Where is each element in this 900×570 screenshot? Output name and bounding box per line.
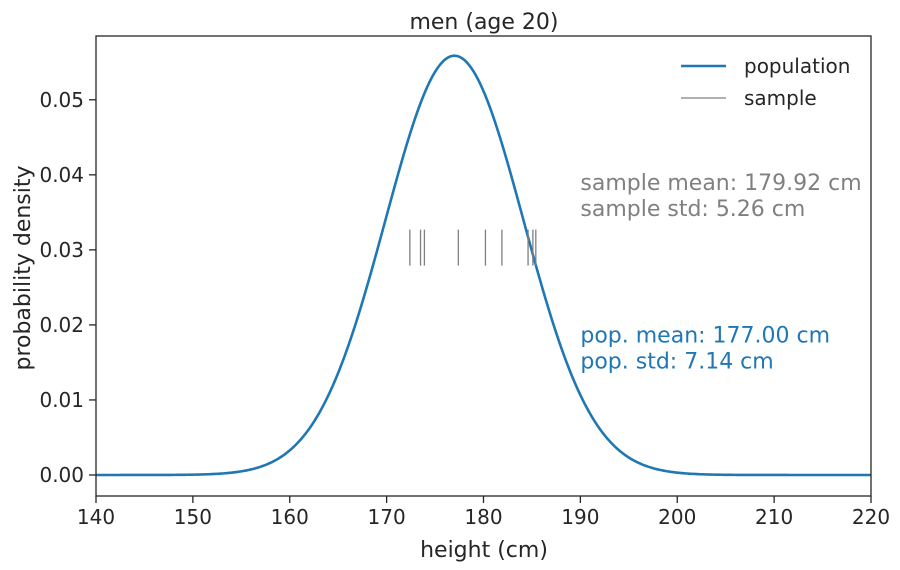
- x-tick-label: 200: [658, 505, 696, 529]
- x-tick-label: 220: [852, 505, 890, 529]
- x-tick-label: 160: [271, 505, 309, 529]
- legend-population-label: population: [744, 54, 850, 78]
- x-tick-label: 150: [174, 505, 212, 529]
- annotation-text: sample mean: 179.92 cm: [580, 171, 861, 196]
- y-tick-label: 0.03: [39, 238, 84, 262]
- annotation-text: pop. std: 7.14 cm: [580, 349, 773, 374]
- x-tick-label: 190: [561, 505, 599, 529]
- chart-title: men (age 20): [409, 10, 558, 35]
- y-axis-title: probability density: [11, 165, 36, 370]
- y-tick-label: 0.00: [39, 463, 84, 487]
- y-axis: 0.00 0.01 0.02 0.03 0.04 0.05: [39, 88, 96, 487]
- legend-sample-label: sample: [744, 86, 817, 110]
- annotation-text: sample std: 5.26 cm: [580, 197, 805, 222]
- population-curve: [96, 54, 871, 477]
- y-tick-label: 0.02: [39, 313, 84, 337]
- y-tick-label: 0.01: [39, 388, 84, 412]
- x-tick-label: 140: [77, 505, 115, 529]
- x-tick-label: 180: [464, 505, 502, 529]
- x-axis: 140 150 160 170 180 190 200 210 220: [77, 496, 890, 529]
- x-tick-label: 210: [755, 505, 793, 529]
- y-tick-label: 0.05: [39, 88, 84, 112]
- annotation-text: pop. mean: 177.00 cm: [580, 323, 830, 348]
- y-tick-label: 0.04: [39, 163, 84, 187]
- x-tick-label: 170: [368, 505, 406, 529]
- x-axis-title: height (cm): [420, 538, 548, 563]
- legend: population sample: [681, 54, 850, 110]
